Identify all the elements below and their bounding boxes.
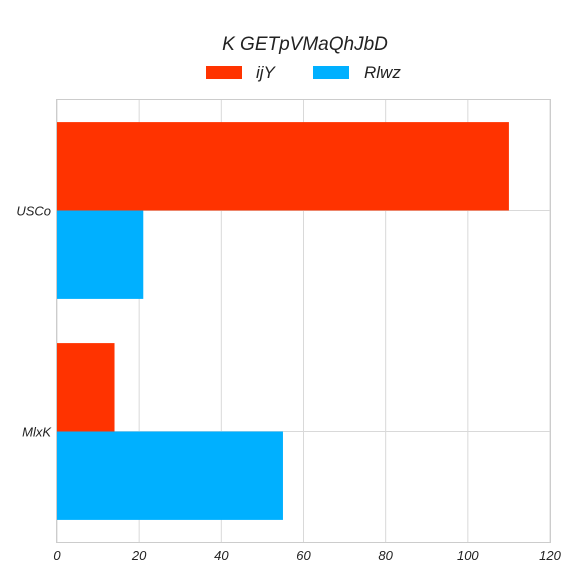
x-tick-label-0: 0 [53, 548, 61, 563]
legend-swatch-ijY [206, 66, 242, 79]
y-tick-label-USCo: USCo [16, 204, 51, 219]
y-tick-label-MlxK: MlxK [22, 425, 52, 440]
bar-ijY-USCo [57, 122, 509, 211]
bar-Rlwz-USCo [57, 210, 144, 299]
legend-label-ijY: ijY [256, 63, 277, 82]
legend-swatch-Rlwz [313, 66, 349, 79]
bar-ijY-MlxK [57, 343, 115, 432]
x-tick-label-80: 80 [378, 548, 393, 563]
bar-Rlwz-MlxK [57, 431, 283, 520]
bars [57, 122, 509, 520]
chart-title: K GETpVMaQhJbD [222, 34, 388, 55]
x-tick-label-120: 120 [539, 548, 561, 563]
x-tick-label-20: 20 [131, 548, 147, 563]
x-axis-ticks: 0 20 40 60 80 100 120 [53, 548, 561, 563]
y-axis-ticks: USCo MlxK [16, 204, 52, 440]
x-tick-label-60: 60 [296, 548, 311, 563]
plot-frame [56, 99, 551, 543]
legend-label-Rlwz: Rlwz [364, 63, 401, 82]
x-tick-label-40: 40 [214, 548, 229, 563]
x-tick-label-100: 100 [457, 548, 479, 563]
legend: ijY Rlwz [206, 63, 401, 82]
